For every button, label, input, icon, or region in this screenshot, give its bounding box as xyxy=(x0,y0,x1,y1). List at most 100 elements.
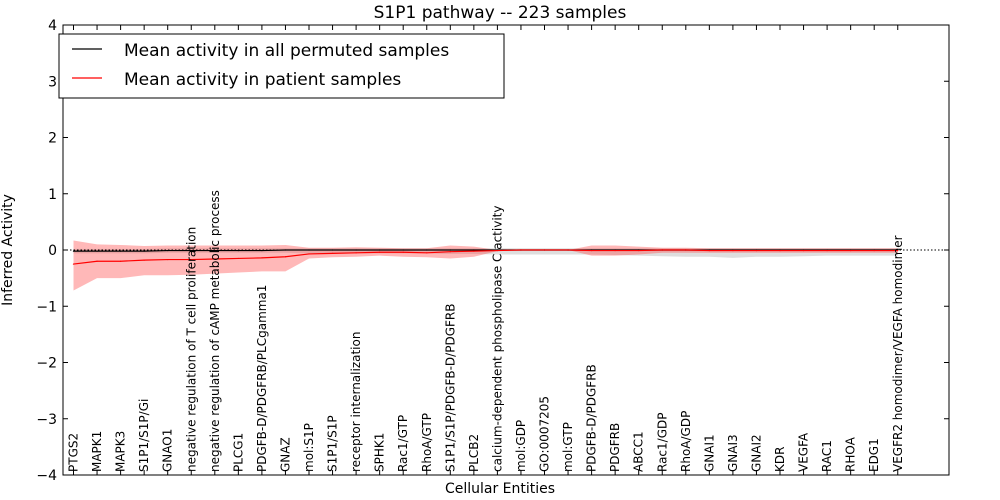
category-label: EDG1 xyxy=(867,438,881,472)
series-lines xyxy=(63,249,949,265)
line-patient-point xyxy=(237,257,239,260)
line-patient-point xyxy=(591,249,593,252)
category-label: mol:S1P xyxy=(302,423,316,472)
line-patient-point xyxy=(779,249,781,252)
line-patient-point xyxy=(402,251,404,253)
y-tick-label: −2 xyxy=(36,356,57,372)
line-permuted-point xyxy=(143,250,145,252)
y-tick-label: 2 xyxy=(48,131,57,147)
line-patient-point xyxy=(190,258,192,261)
category-label: Rac1/GTP xyxy=(396,415,410,472)
line-permuted-point xyxy=(120,250,122,252)
category-label: PDGFB-D/PDGFRB/PLCgamma1 xyxy=(255,285,269,472)
line-patient-point xyxy=(850,249,852,252)
category-label: S1P1/S1P xyxy=(326,415,340,472)
category-label: ABCC1 xyxy=(632,431,646,472)
line-permuted-point xyxy=(379,249,381,251)
category-label: GO:0007205 xyxy=(538,396,552,472)
line-patient-point xyxy=(331,252,334,254)
legend-box xyxy=(58,33,505,99)
line-patient-point xyxy=(426,252,428,254)
y-tick-label: 4 xyxy=(48,18,57,34)
category-label: RhoA/GDP xyxy=(679,411,693,472)
category-label: PLCB2 xyxy=(467,434,481,472)
category-label: RhoA/GTP xyxy=(420,413,434,472)
line-patient-point xyxy=(96,260,98,262)
category-label: GNAO1 xyxy=(161,429,175,472)
legend: Mean activity in all permuted samples Me… xyxy=(58,33,505,99)
y-tick-label: −1 xyxy=(36,299,57,315)
category-label: VEGFR2 homodimer/VEGFA homodimer xyxy=(891,235,905,472)
line-patient-point xyxy=(120,260,122,262)
category-label: receptor internalization xyxy=(349,332,363,472)
line-patient-point xyxy=(72,263,75,265)
chart-title: S1P1 pathway -- 223 samples xyxy=(374,3,627,23)
y-tick-label: 0 xyxy=(48,243,57,259)
line-permuted-point xyxy=(96,250,98,252)
line-patient-point xyxy=(379,251,381,253)
line-permuted-point xyxy=(237,249,239,252)
y-tick-label: −4 xyxy=(36,468,57,484)
line-patient-point xyxy=(897,249,899,252)
line-patient-point xyxy=(214,258,216,260)
line-permuted-point xyxy=(355,249,357,251)
line-patient xyxy=(73,249,898,265)
line-patient-point xyxy=(143,259,145,261)
category-label: S1P1/S1P/Gi xyxy=(137,399,151,472)
category-label: calcium-dependent phospholipase C activi… xyxy=(490,206,504,472)
line-patient-point xyxy=(685,249,687,251)
y-axis-label: Inferred Activity xyxy=(0,194,16,306)
line-patient-point xyxy=(496,249,498,252)
line-patient-point xyxy=(826,249,828,252)
category-label: PTGS2 xyxy=(67,433,81,472)
line-patient-point xyxy=(567,249,569,251)
category-label: GNAI1 xyxy=(702,434,716,472)
line-permuted-point xyxy=(402,249,404,251)
line-permuted-point xyxy=(167,249,169,252)
line-patient-point xyxy=(708,249,710,252)
y-tick-label: 3 xyxy=(48,74,57,90)
category-label: GNAI2 xyxy=(749,434,763,472)
line-patient-point xyxy=(284,256,287,258)
line-permuted-point xyxy=(261,249,263,252)
line-patient-point xyxy=(167,258,169,261)
line-patient-point xyxy=(473,250,475,252)
category-label: VEGFA xyxy=(797,432,811,472)
y-tick-label: 1 xyxy=(48,187,57,203)
category-label: KDR xyxy=(773,447,787,472)
line-patient-point xyxy=(638,249,640,252)
line-permuted-point xyxy=(426,249,428,251)
category-label: PDGFB-D/PDGFRB xyxy=(585,364,599,472)
category-label: mol:GDP xyxy=(514,420,528,472)
category-label: RHOA xyxy=(844,436,858,472)
line-patient-point xyxy=(449,251,451,253)
line-patient-point xyxy=(732,249,734,252)
line-patient-point xyxy=(355,252,357,254)
line-patient-point xyxy=(543,249,546,251)
band-patient xyxy=(73,240,898,291)
x-axis xyxy=(73,25,899,475)
x-axis-label: Cellular Entities xyxy=(445,481,555,497)
line-patient-point xyxy=(873,249,875,252)
category-label: negative regulation of T cell proliferat… xyxy=(184,227,198,472)
line-permuted-point xyxy=(473,249,475,251)
line-patient-point xyxy=(308,253,310,255)
y-axis: −4 −3 −2 −1 0 1 2 3 4 xyxy=(36,18,949,484)
category-label: SPHK1 xyxy=(373,433,387,472)
line-patient-point xyxy=(614,249,616,252)
category-label: S1P1/S1P/PDGFB-D/PDGFRB xyxy=(443,304,457,472)
legend-label-patient: Mean activity in patient samples xyxy=(124,70,401,90)
category-label: MAPK3 xyxy=(114,431,128,472)
line-patient-point xyxy=(802,249,805,252)
line-patient-point xyxy=(261,257,263,259)
category-label: Rac1/GDP xyxy=(655,413,669,472)
y-tick-label: −3 xyxy=(36,412,57,428)
category-labels: PTGS2 MAPK1 MAPK3 S1P1/S1P/Gi GNAO1 negative … xyxy=(67,190,905,472)
category-label: RAC1 xyxy=(820,440,834,472)
category-label: PLCG1 xyxy=(231,433,245,472)
line-permuted-point xyxy=(331,249,334,251)
legend-label-permuted: Mean activity in all permuted samples xyxy=(124,41,449,61)
line-permuted-point xyxy=(449,249,451,251)
category-label: GNAI3 xyxy=(726,434,740,472)
